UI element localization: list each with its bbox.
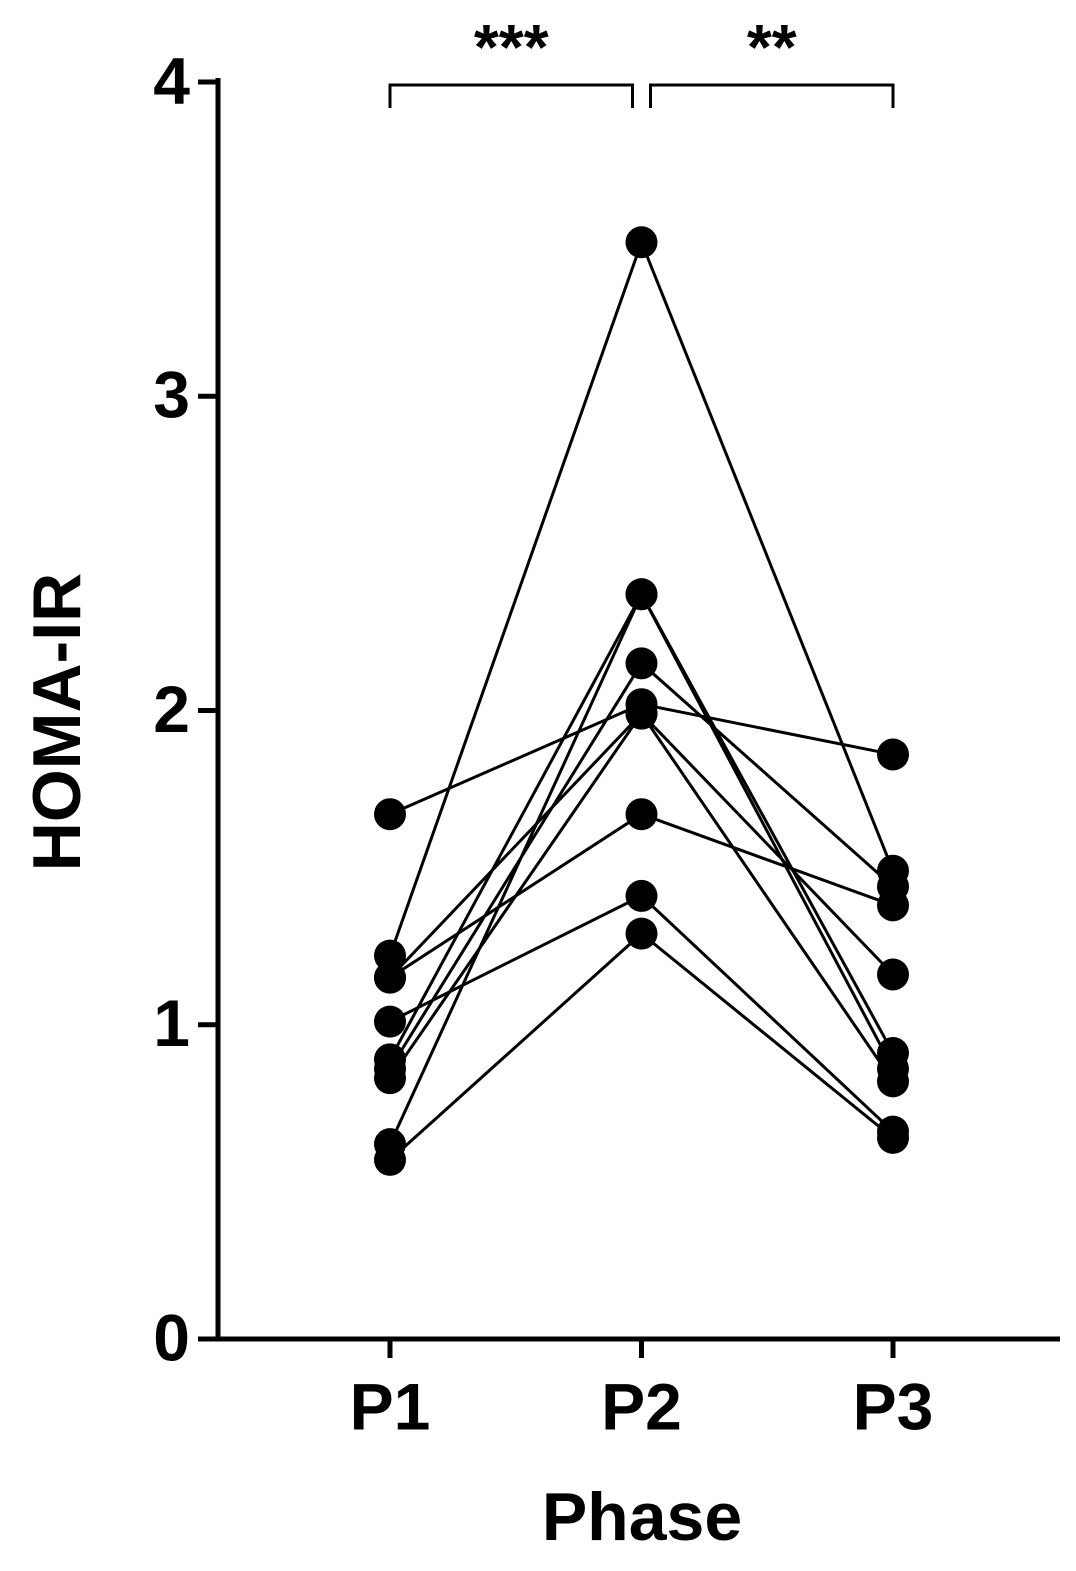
data-point xyxy=(877,1065,909,1098)
data-point xyxy=(877,958,909,991)
significance-label: ** xyxy=(747,11,797,83)
data-point xyxy=(877,738,909,771)
data-point xyxy=(877,1121,909,1154)
data-point xyxy=(625,226,658,259)
y-tick-label: 0 xyxy=(153,1300,190,1374)
data-point xyxy=(374,798,406,831)
data-point xyxy=(374,961,406,994)
x-tick-label: P2 xyxy=(601,1369,682,1443)
data-point xyxy=(625,697,658,730)
data-point xyxy=(374,1062,406,1095)
data-point xyxy=(625,647,658,680)
significance-label: *** xyxy=(474,11,549,83)
x-axis-label: Phase xyxy=(542,1479,742,1555)
y-axis-label: HOMA-IR xyxy=(19,573,95,871)
data-point xyxy=(625,578,658,611)
data-point xyxy=(374,1005,406,1038)
y-tick-label: 4 xyxy=(153,43,190,117)
data-point xyxy=(625,879,658,912)
y-tick-label: 1 xyxy=(153,986,190,1060)
x-tick-label: P1 xyxy=(350,1369,431,1443)
data-point xyxy=(625,798,658,831)
significance-bracket xyxy=(649,83,895,108)
data-point xyxy=(877,889,909,922)
significance-bracket xyxy=(388,83,634,108)
data-point xyxy=(374,939,406,972)
y-tick-label: 3 xyxy=(153,358,190,432)
y-tick-label: 2 xyxy=(153,672,190,746)
data-point xyxy=(625,917,658,950)
x-tick-label: P3 xyxy=(853,1369,934,1443)
data-point xyxy=(374,1143,406,1176)
